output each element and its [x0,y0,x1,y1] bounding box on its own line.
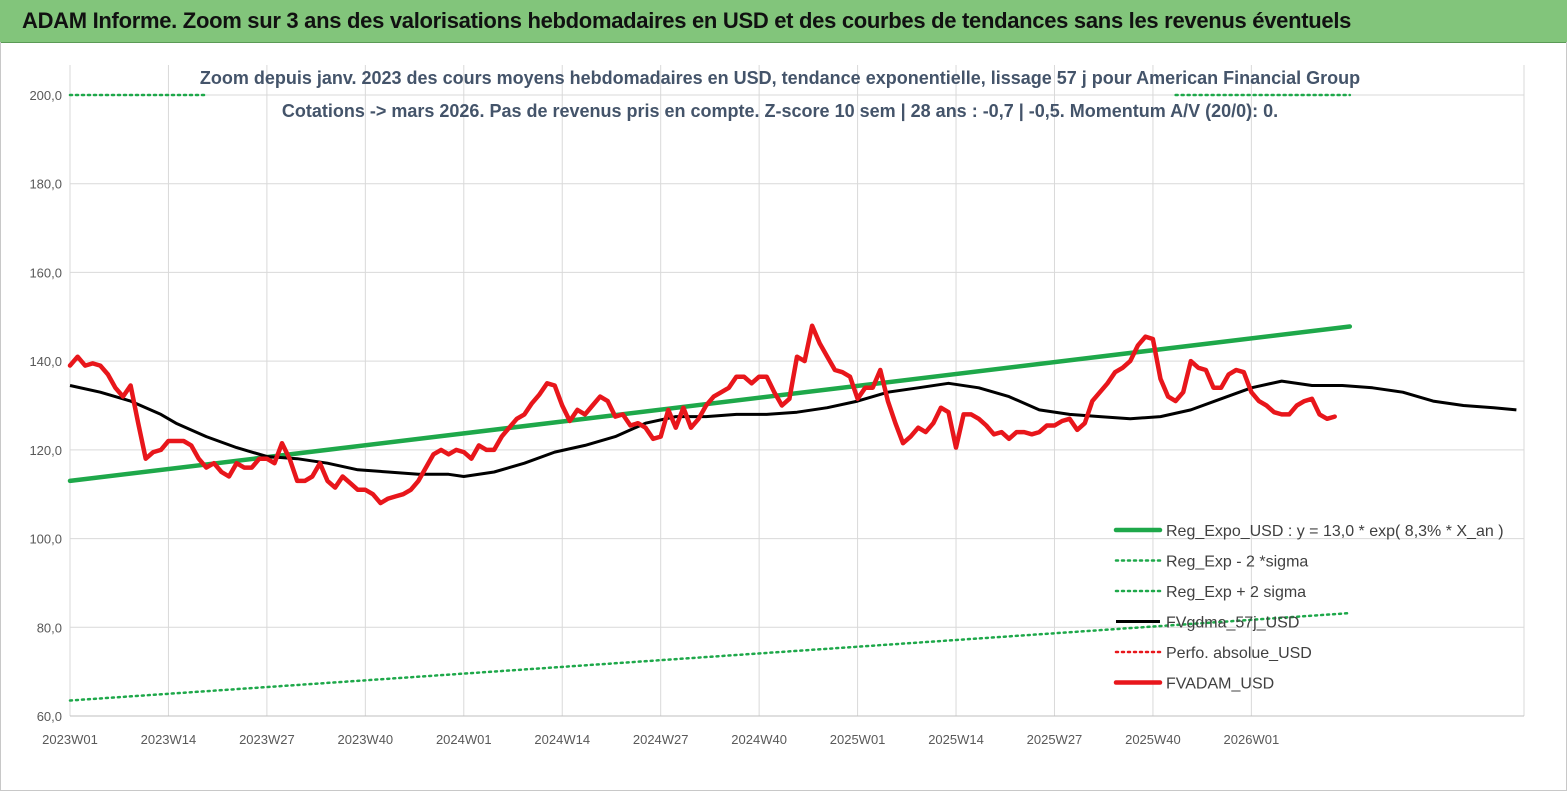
x-tick-label: 2023W27 [239,732,295,747]
report-title: ADAM Informe. Zoom sur 3 ans des valoris… [22,8,1352,33]
x-tick-label: 2023W40 [338,732,394,747]
y-tick-label: 80,0 [37,620,62,635]
x-tick-label: 2023W01 [42,732,98,747]
y-tick-label: 160,0 [29,265,62,280]
x-axis: 2023W01 2023W14 2023W27 2023W40 2024W01 2024W… [42,732,1279,747]
legend-label: Reg_Exp + 2 sigma [1166,584,1306,601]
x-tick-label: 2026W01 [1224,732,1280,747]
legend-label: Perfo. absolue_USD [1166,645,1312,662]
y-axis: 200,0 180,0 160,0 140,0 120,0 100,0 80,0 60,0 [29,88,62,724]
chart-title-line-2: Cotations -> mars 2026. Pas de revenus p… [282,101,1278,121]
x-tick-label: 2025W40 [1125,732,1181,747]
legend-label: FVADAM_USD [1166,676,1274,693]
grid [69,65,1525,717]
series-line-reg-exp-2-sigma [68,611,1352,702]
legend-label: FVgdma_57j_USD [1166,615,1299,632]
x-tick-label: 2024W14 [534,732,590,747]
x-tick-label: 2024W40 [731,732,787,747]
y-tick-label: 100,0 [29,532,62,547]
x-tick-label: 2025W27 [1027,732,1083,747]
x-tick-label: 2025W01 [830,732,886,747]
x-tick-label: 2024W01 [436,732,492,747]
legend-label: Reg_Exp - 2 *sigma [1166,554,1308,571]
series-line-fvgdma-57j-usd [69,379,1517,478]
x-tick-label: 2023W14 [141,732,197,747]
y-tick-label: 120,0 [29,443,62,458]
x-tick-label: 2024W27 [633,732,689,747]
y-tick-label: 140,0 [29,354,62,369]
y-tick-label: 200,0 [29,88,62,103]
legend: Reg_Expo_USD : y = 13,0 * exp( 8,3% * X_… [1113,523,1504,693]
legend-label: Reg_Expo_USD : y = 13,0 * exp( 8,3% * X_… [1166,523,1504,540]
y-tick-label: 60,0 [37,709,62,724]
banner: ADAM Informe. Zoom sur 3 ans des valoris… [0,0,1567,43]
chart-title-line-1: Zoom depuis janv. 2023 des cours moyens … [200,68,1360,88]
x-tick-label: 2025W14 [928,732,984,747]
series-line-fvadam-usd [67,323,1337,506]
series [67,323,1517,702]
y-tick-label: 180,0 [29,177,62,192]
